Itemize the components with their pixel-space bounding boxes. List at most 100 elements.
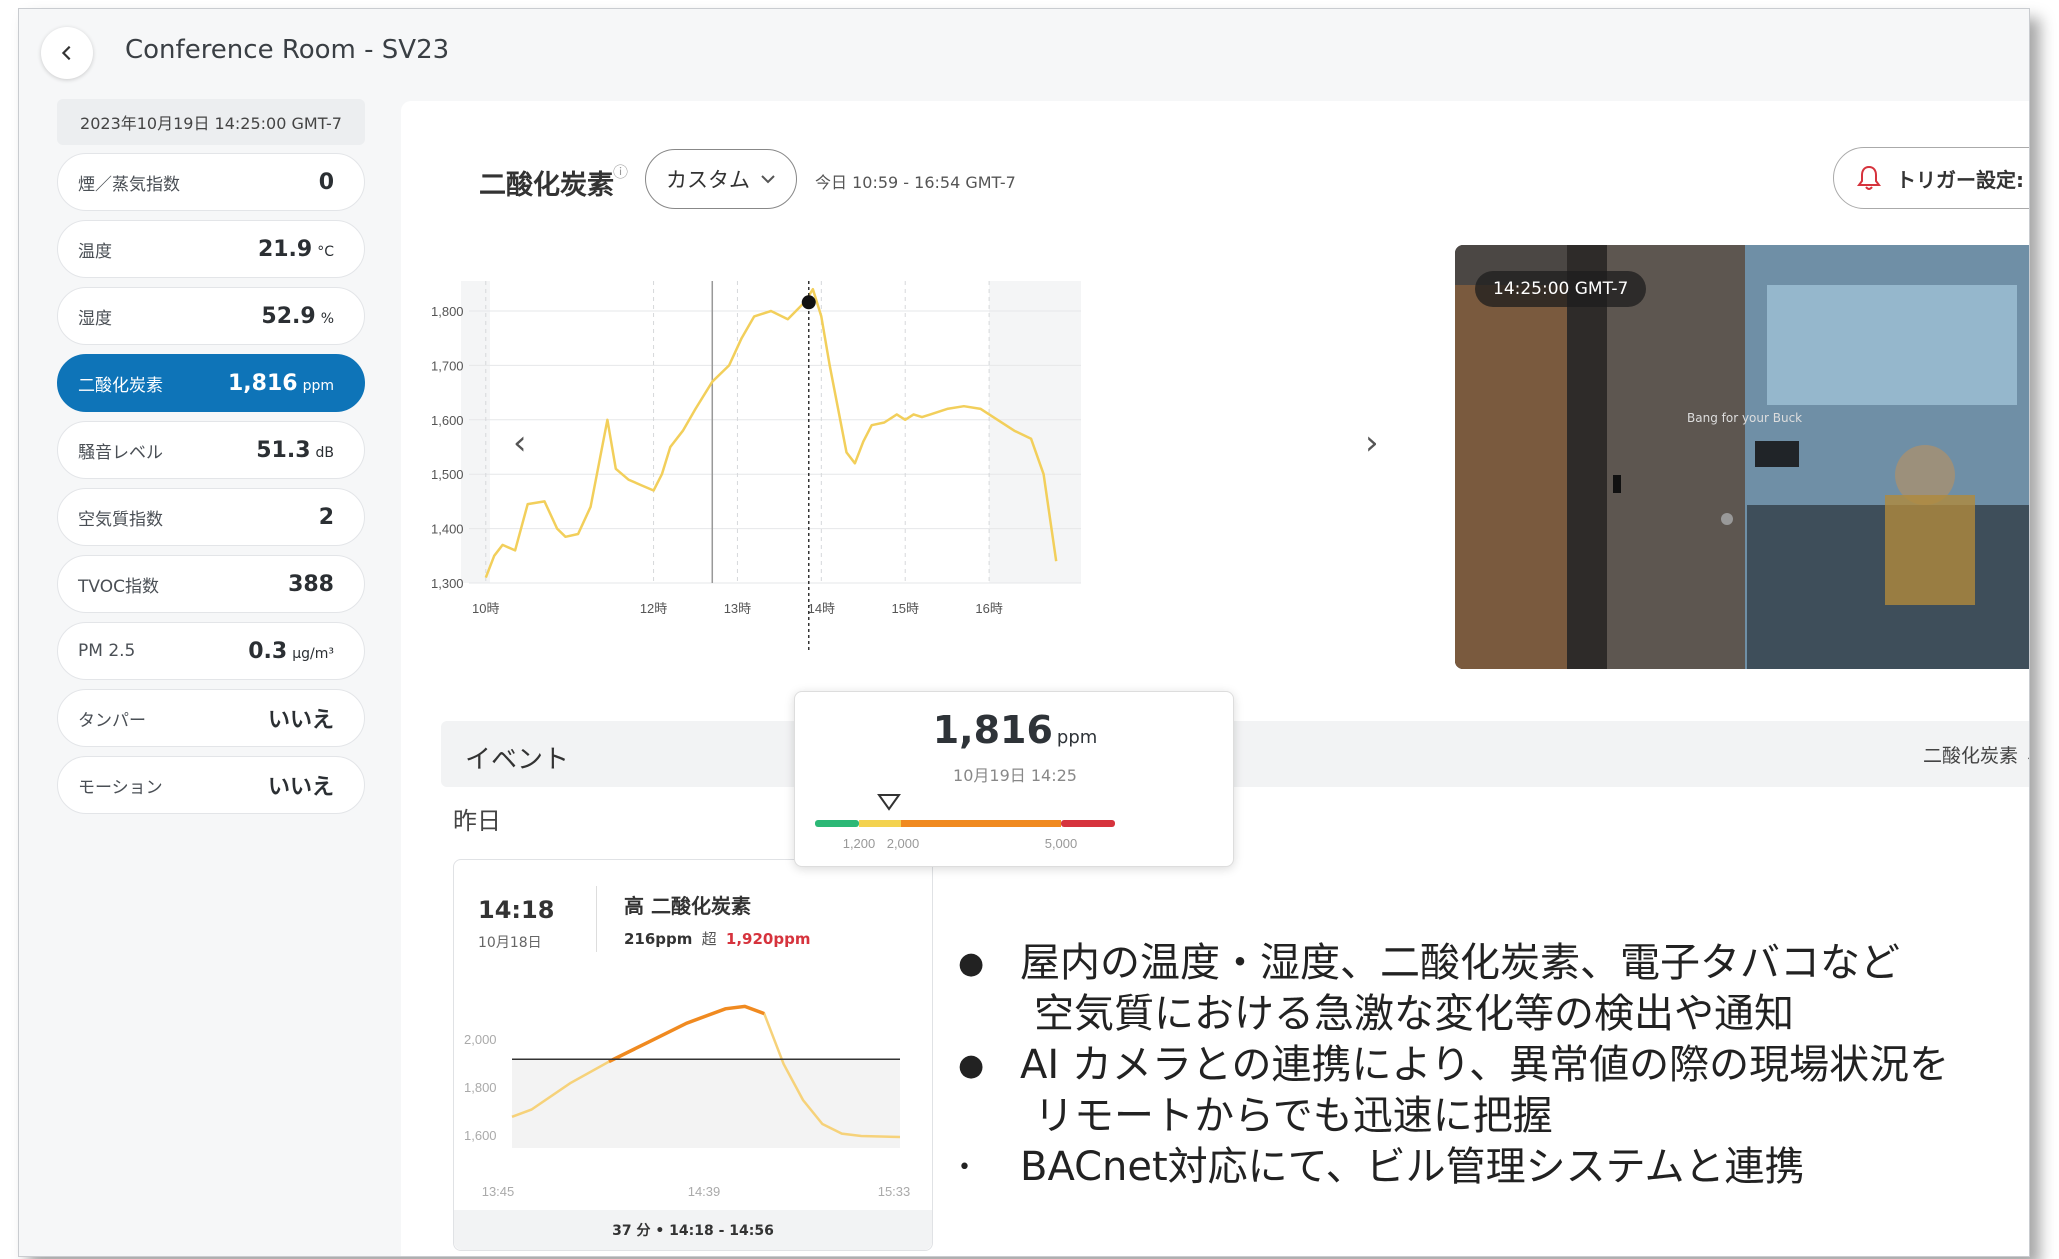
page-title: Conference Room - SV23 bbox=[125, 35, 450, 65]
back-button[interactable] bbox=[41, 27, 93, 79]
metric-label: 空気質指数 bbox=[78, 509, 163, 530]
app-window: Conference Room - SV23 2023年10月19日 14:25… bbox=[18, 8, 2030, 1257]
triangle-down-icon bbox=[877, 794, 901, 811]
camera-image bbox=[1455, 245, 2029, 669]
metric-row[interactable]: 空気質指数 2 bbox=[57, 488, 365, 546]
metric-value: 388 bbox=[288, 572, 334, 597]
x-tick-label: 10時 bbox=[472, 601, 499, 616]
scale-red bbox=[1061, 820, 1115, 827]
metric-number: いいえ bbox=[267, 775, 334, 800]
metric-number: 52.9 bbox=[261, 303, 316, 329]
bullet-line: ● 屋内の温度・湿度、二酸化炭素、電子タバコなど bbox=[958, 938, 2038, 989]
event-detail-over: 超 bbox=[701, 930, 717, 948]
event-x-tick: 14:39 bbox=[688, 1184, 721, 1199]
camera-snapshot[interactable]: 14:25:00 GMT-7 Bang for your Buck bbox=[1455, 245, 2029, 669]
y-tick-label: 1,700 bbox=[431, 358, 464, 373]
metric-row[interactable]: タンパー いいえ bbox=[57, 689, 365, 747]
event-x-tick: 15:33 bbox=[878, 1184, 911, 1199]
events-header bbox=[441, 721, 2029, 787]
chart-next-arrow[interactable]: › bbox=[1365, 423, 1379, 463]
camera-timestamp: 14:25:00 GMT-7 bbox=[1475, 271, 1647, 307]
metric-value: 52.9% bbox=[261, 304, 334, 329]
metric-value: 2 bbox=[319, 505, 334, 530]
x-tick-label: 14時 bbox=[808, 601, 835, 616]
metric-label: 騒音レベル bbox=[78, 442, 163, 463]
event-y-tick: 1,600 bbox=[464, 1128, 497, 1143]
event-y-tick: 1,800 bbox=[464, 1080, 497, 1095]
metric-number: 2 bbox=[318, 504, 334, 530]
metric-list: 煙／蒸気指数 0 温度 21.9 °C 湿度 52.9% 二酸化炭素 1,816 ppm 騒音レベル… bbox=[57, 153, 365, 814]
main-panel: 二酸化炭素 ⓘ カスタム 今日 10:59 - 16:54 GMT-7 トリガー… bbox=[401, 101, 2029, 1256]
scale-orange bbox=[901, 820, 1061, 827]
hover-point bbox=[801, 295, 816, 310]
help-icon[interactable]: ⓘ bbox=[613, 163, 629, 181]
metric-row[interactable]: PM 2.5 0.3 μg/m³ bbox=[57, 622, 365, 680]
tooltip-date: 10月19日 14:25 bbox=[953, 766, 1077, 785]
events-filter-label: 二酸化炭素 bbox=[1923, 745, 2019, 767]
events-group-label: 昨日 bbox=[453, 807, 501, 835]
event-y-tick: 2,000 bbox=[464, 1032, 497, 1047]
bullet-line: • BACnet対応にて、ビル管理システムと連携 bbox=[958, 1142, 2038, 1193]
bullet-text: リモートからでも迅速に把握 bbox=[1034, 1093, 1553, 1139]
range-text: 今日 10:59 - 16:54 GMT-7 bbox=[815, 173, 1016, 192]
y-tick-label: 1,400 bbox=[431, 522, 464, 537]
trigger-settings-button[interactable]: トリガー設定: 1,9 bbox=[1833, 147, 2029, 209]
divider bbox=[596, 886, 597, 952]
scale-yellow bbox=[859, 820, 901, 827]
metric-row[interactable]: 煙／蒸気指数 0 bbox=[57, 153, 365, 211]
metric-row[interactable]: 湿度 52.9% bbox=[57, 287, 365, 345]
event-detail: 216ppm 超 1,920ppm bbox=[624, 928, 810, 949]
metric-value: 51.3 dB bbox=[256, 438, 334, 463]
metric-label: モーション bbox=[78, 777, 163, 798]
metric-label: 煙／蒸気指数 bbox=[78, 174, 180, 195]
trigger-label: トリガー設定: 1,9 bbox=[1896, 167, 2029, 192]
chevron-left-icon bbox=[61, 45, 71, 61]
metric-row[interactable]: TVOC指数 388 bbox=[57, 555, 365, 613]
event-detail-threshold: 1,920ppm bbox=[725, 930, 811, 948]
bullet-text: 屋内の温度・湿度、二酸化炭素、電子タバコなど bbox=[1020, 940, 1900, 986]
bullet-text: 空気質における急激な変化等の検出や通知 bbox=[1034, 991, 1794, 1037]
range-dropdown-label: カスタム bbox=[666, 168, 750, 192]
event-exceed-line bbox=[608, 1004, 765, 1064]
metric-unit: dB bbox=[315, 444, 335, 461]
event-card[interactable]: 14:18 10月18日 高 二酸化炭素 216ppm 超 1,920ppm 1… bbox=[453, 859, 933, 1251]
scale-label-3: 5,000 bbox=[1045, 836, 1078, 851]
y-tick-label: 1,300 bbox=[431, 576, 464, 591]
metric-unit: ppm bbox=[302, 377, 334, 394]
chart-title: 二酸化炭素 bbox=[479, 170, 614, 201]
bell-icon bbox=[1857, 165, 1881, 190]
tooltip-value: 1,816 ppm bbox=[795, 708, 1235, 752]
metric-row[interactable]: 温度 21.9 °C bbox=[57, 220, 365, 278]
event-time: 14:18 bbox=[478, 896, 555, 924]
metric-label: PM 2.5 bbox=[78, 641, 136, 661]
metric-unit: μg/m³ bbox=[292, 645, 334, 662]
x-tick-label: 15時 bbox=[891, 601, 918, 616]
metric-row[interactable]: 二酸化炭素 1,816 ppm bbox=[57, 354, 365, 412]
event-duration: 37 分 • 14:18 - 14:56 bbox=[454, 1210, 932, 1250]
metric-row[interactable]: 騒音レベル 51.3 dB bbox=[57, 421, 365, 479]
metric-number: 1,816 bbox=[227, 370, 298, 396]
chevron-down-icon bbox=[761, 175, 775, 184]
bullet-dot: ● bbox=[958, 1048, 985, 1083]
range-dropdown[interactable]: カスタム bbox=[645, 149, 797, 209]
bullet-line: ● AI カメラとの連携により、異常値の際の現場状況を bbox=[958, 1040, 2038, 1091]
bullet-text: BACnet対応にて、ビル管理システムと連携 bbox=[1020, 1144, 1805, 1190]
sidebar: 2023年10月19日 14:25:00 GMT-7 煙／蒸気指数 0 温度 21.9… bbox=[57, 99, 365, 823]
metric-unit: °C bbox=[317, 243, 334, 260]
event-detail-value: 216ppm bbox=[624, 930, 693, 948]
bullet-dot bbox=[958, 1091, 1020, 1142]
sidebar-timestamp: 2023年10月19日 14:25:00 GMT-7 bbox=[57, 99, 365, 145]
metric-row[interactable]: モーション いいえ bbox=[57, 756, 365, 814]
chart-prev-arrow[interactable]: ‹ bbox=[513, 423, 527, 463]
metric-label: タンパー bbox=[78, 710, 146, 731]
metric-number: 388 bbox=[288, 571, 334, 597]
metric-value: いいえ bbox=[268, 769, 334, 801]
events-filter-dropdown[interactable]: 二酸化炭素 ⌄ bbox=[1923, 741, 2029, 768]
co2-line-chart[interactable]: 1,300 1,400 1,500 1,600 1,700 1,800 10時 12時 13時 1… bbox=[401, 231, 1441, 651]
metric-value: 21.9 °C bbox=[258, 237, 334, 262]
scale-label-1: 1,200 bbox=[843, 836, 876, 851]
door-sign-text: Bang for your Buck bbox=[1687, 411, 1803, 425]
bullet-dot: ● bbox=[958, 946, 985, 981]
metric-label: 温度 bbox=[78, 241, 112, 262]
x-tick-label: 16時 bbox=[975, 601, 1002, 616]
